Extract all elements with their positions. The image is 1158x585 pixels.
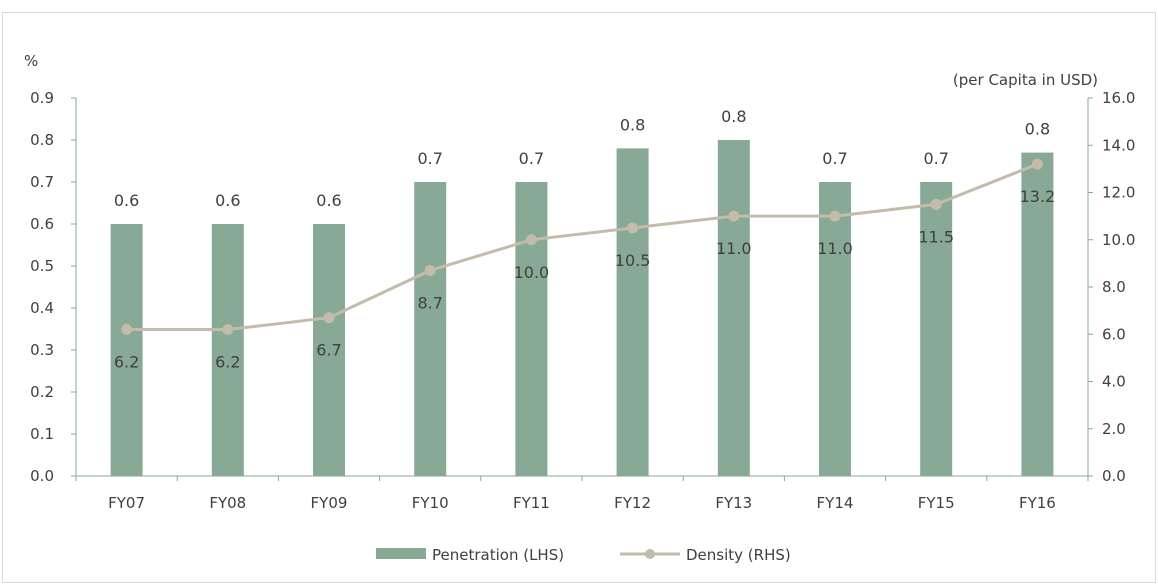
density-point bbox=[930, 198, 942, 210]
bar-data-label: 0.7 bbox=[519, 149, 544, 168]
bar-data-label: 0.8 bbox=[620, 115, 645, 134]
density-line bbox=[121, 158, 1043, 336]
x-axis-tick-label: FY09 bbox=[311, 494, 348, 512]
right-axis-tick-label: 0.0 bbox=[1102, 467, 1126, 485]
right-axis-tick-label: 10.0 bbox=[1102, 231, 1135, 249]
penetration-bars bbox=[110, 140, 1054, 476]
x-axis: FY07 FY08 FY09 FY10 FY11 FY12 FY13 FY14 FY15 FY16 bbox=[75, 475, 1089, 512]
density-point bbox=[424, 264, 436, 276]
bar-penetration bbox=[313, 224, 345, 476]
density-point bbox=[525, 234, 537, 246]
bar-penetration bbox=[819, 182, 851, 476]
x-axis-tick-label: FY07 bbox=[108, 494, 145, 512]
density-data-label: 6.7 bbox=[316, 341, 341, 360]
bar-penetration bbox=[1021, 152, 1054, 476]
left-axis-tick-label: 0.7 bbox=[30, 173, 54, 191]
left-axis-tick-label: 0.2 bbox=[30, 383, 54, 401]
right-axis-tick-label: 8.0 bbox=[1102, 278, 1126, 296]
right-axis-tick-label: 16.0 bbox=[1102, 89, 1135, 107]
density-point bbox=[728, 210, 740, 222]
density-point bbox=[222, 324, 234, 336]
density-point bbox=[627, 222, 639, 234]
legend-label-density: Density (RHS) bbox=[686, 546, 791, 564]
x-axis-tick-label: FY08 bbox=[209, 494, 246, 512]
density-point bbox=[121, 324, 133, 336]
left-axis-tick-label: 0.5 bbox=[30, 257, 54, 275]
x-axis-tick-label: FY11 bbox=[513, 494, 550, 512]
bar-data-label: 0.6 bbox=[114, 191, 139, 210]
density-point bbox=[829, 210, 841, 222]
left-axis: 0.0 0.1 0.2 0.3 0.4 0.5 0.6 0.7 0.8 0.9 bbox=[30, 89, 77, 485]
x-axis-tick-label: FY12 bbox=[614, 494, 651, 512]
density-data-label: 6.2 bbox=[114, 353, 139, 372]
left-axis-tick-label: 0.9 bbox=[30, 89, 54, 107]
bar-penetration bbox=[717, 140, 750, 476]
x-axis-tick-label: FY14 bbox=[817, 494, 854, 512]
density-series-line bbox=[126, 162, 1038, 332]
legend-swatch-density-marker bbox=[645, 549, 655, 559]
bar-data-label: 0.7 bbox=[417, 149, 442, 168]
density-point bbox=[323, 312, 335, 324]
right-axis-tick-label: 2.0 bbox=[1102, 420, 1126, 438]
bar-penetration bbox=[414, 182, 447, 476]
x-axis-tick-label: FY15 bbox=[918, 494, 955, 512]
left-axis-tick-label: 0.3 bbox=[30, 341, 54, 359]
density-data-label: 11.0 bbox=[817, 239, 853, 258]
density-data-label: 8.7 bbox=[417, 293, 442, 312]
bar-data-label: 0.7 bbox=[822, 149, 847, 168]
bar-penetration bbox=[211, 224, 244, 476]
left-axis-unit: % bbox=[24, 52, 38, 70]
density-data-label: 11.0 bbox=[716, 239, 752, 258]
x-axis-tick-label: FY10 bbox=[412, 494, 449, 512]
bar-penetration bbox=[515, 182, 548, 476]
bar-data-label: 0.7 bbox=[923, 149, 948, 168]
right-axis-tick-label: 4.0 bbox=[1102, 373, 1126, 391]
density-data-label: 10.5 bbox=[615, 251, 651, 270]
bar-penetration bbox=[616, 148, 649, 476]
density-data-label: 6.2 bbox=[215, 353, 240, 372]
x-axis-tick-label: FY13 bbox=[715, 494, 752, 512]
chart-frame bbox=[2, 12, 1156, 583]
bar-data-label: 0.8 bbox=[1025, 120, 1050, 139]
bar-data-label: 0.6 bbox=[316, 191, 341, 210]
bar-penetration bbox=[110, 224, 143, 476]
right-axis-tick-label: 14.0 bbox=[1102, 136, 1135, 154]
density-point bbox=[1031, 158, 1043, 170]
legend-label-penetration: Penetration (LHS) bbox=[432, 546, 564, 564]
x-axis-tick-label: FY16 bbox=[1019, 494, 1056, 512]
bar-data-label: 0.6 bbox=[215, 191, 240, 210]
left-axis-tick-label: 0.8 bbox=[30, 131, 54, 149]
right-axis-tick-label: 12.0 bbox=[1102, 184, 1135, 202]
density-data-label: 10.0 bbox=[514, 263, 550, 282]
right-axis-tick-label: 6.0 bbox=[1102, 325, 1126, 343]
data-labels: 0.6 0.6 0.6 0.7 0.7 0.8 0.8 0.7 0.7 0.8 6.2 6.2 6.7 8… bbox=[114, 107, 1055, 372]
left-axis-tick-label: 0.4 bbox=[30, 299, 54, 317]
bar-data-label: 0.8 bbox=[721, 107, 746, 126]
density-data-label: 11.5 bbox=[918, 227, 954, 246]
left-axis-tick-label: 0.1 bbox=[30, 425, 54, 443]
left-axis-tick-label: 0.0 bbox=[30, 467, 54, 485]
legend: Penetration (LHS) Density (RHS) bbox=[376, 546, 791, 564]
right-axis: 0.0 2.0 4.0 6.0 8.0 10.0 12.0 14.0 16.0 bbox=[1087, 89, 1135, 485]
bar-penetration bbox=[920, 182, 953, 476]
density-data-label: 13.2 bbox=[1020, 187, 1056, 206]
left-axis-tick-label: 0.6 bbox=[30, 215, 54, 233]
legend-swatch-penetration bbox=[376, 548, 426, 559]
right-axis-unit: (per Capita in USD) bbox=[953, 71, 1098, 89]
